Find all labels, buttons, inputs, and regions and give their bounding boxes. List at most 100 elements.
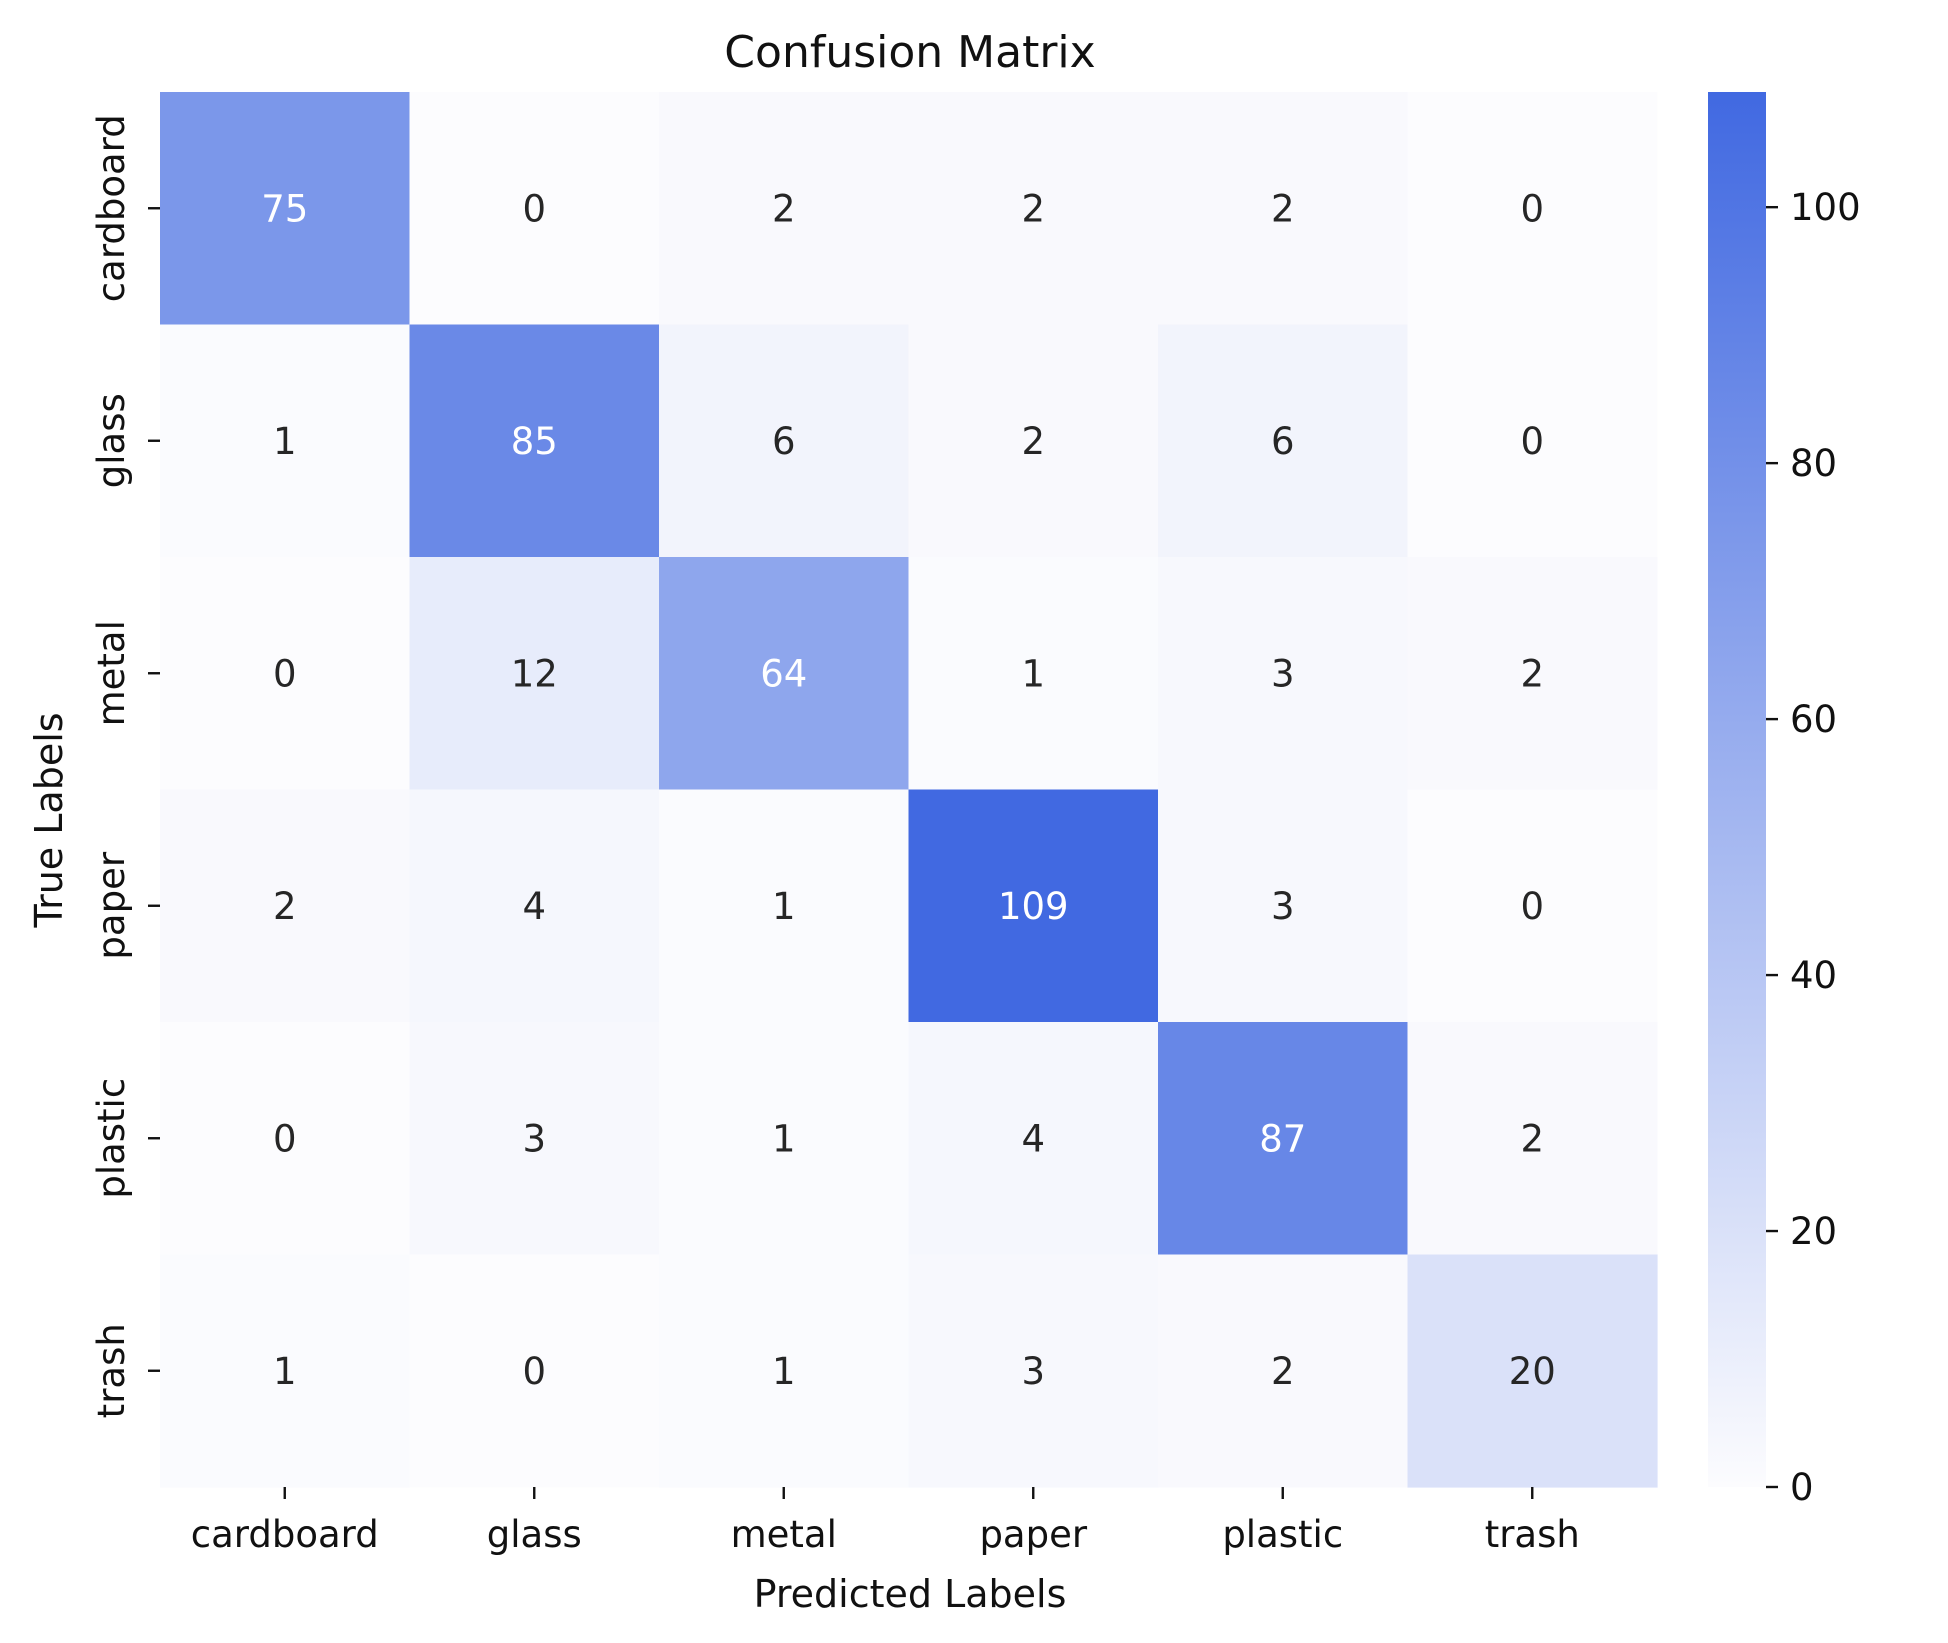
heatmap-cell [409, 92, 660, 326]
heatmap-cell [409, 324, 660, 558]
cell-value-label: 2 [1021, 420, 1045, 463]
heatmap-cell [908, 324, 1159, 558]
cell-value-label: 2 [273, 885, 297, 928]
cell-value-label: 109 [998, 885, 1069, 928]
cell-value-label: 0 [1520, 187, 1544, 230]
heatmap-cell [908, 1254, 1159, 1488]
heatmap-cell [908, 1022, 1159, 1256]
heatmap-cell [160, 324, 411, 558]
colorbar-tick-label: 40 [1790, 954, 1837, 997]
cell-value-label: 20 [1509, 1350, 1556, 1393]
cell-value-label: 2 [772, 187, 796, 230]
x-tick-label: metal [731, 1513, 837, 1556]
cell-value-labels: 75 0 2 2 2 01 85 6 2 6 00 12 64 1 3 22 4 1 109 3 00 3 1 4 87 21 0 1… [261, 187, 1556, 1393]
heatmap-cell [1407, 324, 1658, 558]
cell-value-label: 0 [522, 1350, 546, 1393]
cell-value-label: 3 [1021, 1350, 1045, 1393]
cell-value-label: 3 [1271, 885, 1295, 928]
cell-value-label: 85 [511, 420, 558, 463]
cell-value-label: 2 [1271, 187, 1295, 230]
heatmap-cell [659, 789, 910, 1023]
cell-value-label: 0 [273, 652, 297, 695]
colorbar-tick-label: 60 [1790, 698, 1837, 741]
heatmap-cell [1158, 92, 1409, 326]
colorbar-tick-label: 0 [1790, 1466, 1814, 1509]
y-axis-title: True Labels [27, 712, 71, 928]
x-tick-label: trash [1485, 1513, 1580, 1556]
x-tick-label: plastic [1222, 1513, 1343, 1556]
heatmap-cell [1158, 1254, 1409, 1488]
colorbar [1708, 92, 1766, 1487]
heatmap-cell [659, 92, 910, 326]
cell-value-label: 2 [1520, 1117, 1544, 1160]
cell-value-label: 0 [1520, 885, 1544, 928]
chart-title: Confusion Matrix [724, 27, 1095, 78]
colorbar-tick-label: 80 [1790, 442, 1837, 485]
cell-value-label: 4 [522, 885, 546, 928]
cell-value-label: 1 [772, 885, 796, 928]
x-tick-label: paper [979, 1513, 1087, 1556]
cell-value-label: 2 [1271, 1350, 1295, 1393]
heatmap-cell [659, 557, 910, 791]
x-tick-label: cardboard [191, 1513, 379, 1556]
cell-value-label: 75 [261, 187, 308, 230]
heatmap-cell [908, 789, 1159, 1023]
colorbar-tick-label: 100 [1790, 186, 1861, 229]
cell-value-label: 87 [1259, 1117, 1306, 1160]
cell-value-label: 2 [1021, 187, 1045, 230]
cell-value-label: 1 [273, 1350, 297, 1393]
cell-value-label: 0 [522, 187, 546, 230]
cell-value-label: 1 [772, 1117, 796, 1160]
heatmap-cell [409, 557, 660, 791]
heatmap-cell [659, 1022, 910, 1256]
heatmap-cell [659, 1254, 910, 1488]
cell-value-label: 12 [511, 652, 558, 695]
cell-value-label: 0 [1520, 420, 1544, 463]
cell-value-label: 6 [772, 420, 796, 463]
heatmap-cell [908, 92, 1159, 326]
heatmap-cell [908, 557, 1159, 791]
cell-value-label: 3 [1271, 652, 1295, 695]
heatmap-cell [1407, 1254, 1658, 1488]
heatmap-cell [1407, 557, 1658, 791]
cell-value-label: 1 [1021, 652, 1045, 695]
heatmap-cell [1158, 789, 1409, 1023]
heatmap-cell [1158, 324, 1409, 558]
heatmap-cell [409, 1254, 660, 1488]
cell-value-label: 3 [522, 1117, 546, 1160]
heatmap-cell [1407, 789, 1658, 1023]
colorbar-ticks: 0 20 40 60 80 100 [1766, 186, 1861, 1509]
y-axis-ticks: cardboard glass metal paper plastic trash [90, 114, 160, 1418]
y-tick-label: metal [90, 620, 133, 726]
heatmap-cell [160, 1254, 411, 1488]
heatmap-cells [160, 92, 1658, 1488]
cell-value-label: 1 [772, 1350, 796, 1393]
y-tick-label: glass [90, 393, 133, 488]
y-tick-label: plastic [90, 1078, 133, 1199]
heatmap-cell [1407, 1022, 1658, 1256]
heatmap-cell [409, 789, 660, 1023]
x-tick-label: glass [487, 1513, 582, 1556]
y-tick-label: paper [90, 851, 133, 959]
heatmap-cell [160, 1022, 411, 1256]
cell-value-label: 6 [1271, 420, 1295, 463]
y-tick-label: trash [90, 1323, 133, 1418]
heatmap-cell [1158, 557, 1409, 791]
heatmap-cell [160, 789, 411, 1023]
heatmap-cell [160, 92, 411, 326]
heatmap-cell [409, 1022, 660, 1256]
cell-value-label: 1 [273, 420, 297, 463]
x-axis-title: Predicted Labels [754, 1572, 1067, 1616]
y-tick-label: cardboard [90, 114, 133, 302]
heatmap-cell [160, 557, 411, 791]
heatmap-cell [1407, 92, 1658, 326]
heatmap-cell [1158, 1022, 1409, 1256]
cell-value-label: 4 [1021, 1117, 1045, 1160]
colorbar-tick-label: 20 [1790, 1210, 1837, 1253]
cell-value-label: 0 [273, 1117, 297, 1160]
heatmap-cell [659, 324, 910, 558]
cell-value-label: 64 [760, 652, 807, 695]
cell-value-label: 2 [1520, 652, 1544, 695]
